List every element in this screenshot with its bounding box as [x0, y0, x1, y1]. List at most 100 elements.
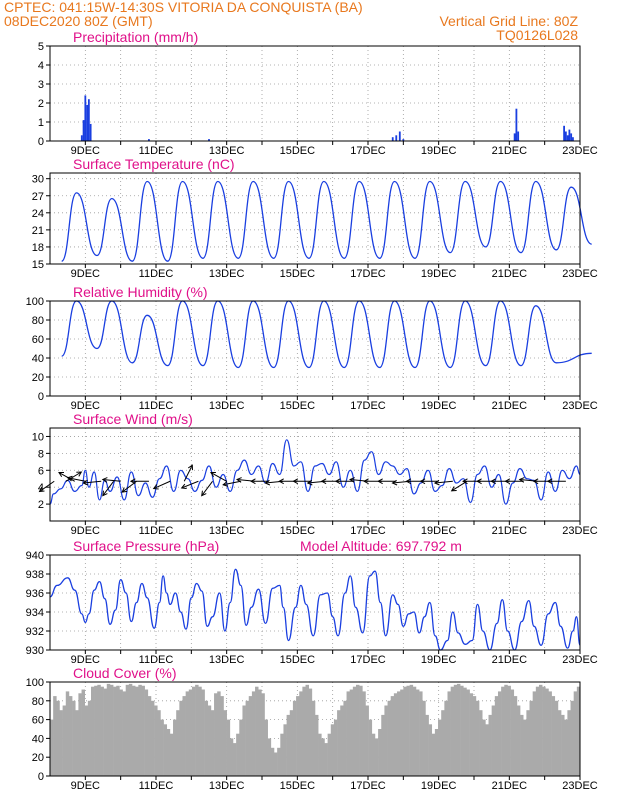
y-tick-label: 60 — [32, 715, 44, 727]
cloud-bar — [248, 696, 253, 776]
cloud-bar — [406, 685, 410, 776]
wind-arrow-shaft — [183, 464, 193, 482]
wind-arrow-shaft — [223, 480, 241, 486]
wind-arrow-head — [450, 486, 457, 492]
y-tick-label: 8 — [38, 448, 44, 460]
wind-arrow-head — [363, 478, 369, 485]
cloud-bar — [491, 705, 496, 776]
x-tick-label: 23DEC — [562, 268, 598, 280]
wind-vector — [101, 477, 121, 483]
cloud-bar — [185, 691, 190, 776]
panel-title: Cloud Cover (%) — [73, 665, 176, 681]
x-tick-label: 17DEC — [350, 145, 386, 157]
cloud-bar — [226, 719, 231, 776]
cloud-bar — [488, 714, 492, 776]
wind-arrow-head — [201, 490, 207, 497]
panel-frame — [49, 45, 581, 142]
precip-bar — [395, 135, 398, 141]
cloud-bar — [507, 685, 511, 776]
wind-arrow-head — [187, 464, 193, 471]
cloud-bar — [333, 719, 338, 776]
x-tick-label: 19DEC — [421, 145, 457, 157]
wind-vector — [201, 480, 213, 497]
precip-bar — [82, 120, 85, 141]
cloud-bar — [315, 714, 319, 776]
x-tick-label: 11DEC — [139, 400, 174, 412]
cloud-bar — [78, 693, 82, 776]
cloud-bar — [75, 710, 79, 776]
x-tick-label: 15DEC — [280, 780, 316, 792]
x-tick-label: 13DEC — [209, 145, 245, 157]
x-tick-label: 17DEC — [350, 780, 386, 792]
cloud-bar — [485, 724, 489, 776]
cloud-bar — [311, 700, 316, 776]
y-tick-label: 40 — [32, 353, 44, 365]
cloud-bar — [125, 684, 130, 776]
cloud-bar — [296, 696, 300, 776]
cloud-bar — [438, 719, 442, 776]
x-tick-label: 17DEC — [350, 400, 386, 412]
cloud-bar — [557, 710, 562, 776]
cloud-bar — [415, 689, 420, 776]
wind-vector — [419, 478, 439, 485]
wind-arrow-head — [264, 479, 271, 486]
wind-arrow-head — [292, 478, 299, 485]
cloud-bar — [422, 700, 426, 776]
cloud-bar — [169, 733, 174, 776]
wind-arrow-head — [377, 478, 383, 485]
y-tick-label: 24 — [32, 208, 44, 220]
wind-arrow-head — [66, 475, 73, 482]
x-tick-label: 15DEC — [280, 268, 316, 280]
cloud-bar — [81, 689, 86, 776]
cloud-bar — [554, 700, 559, 776]
cloud-bar — [472, 696, 477, 776]
cloud-bar — [273, 752, 278, 776]
x-tick-label: 23DEC — [562, 145, 598, 157]
y-tick-label: 15 — [32, 259, 44, 271]
wind-vector — [58, 472, 75, 482]
wind-arrow-head — [504, 478, 511, 485]
precip-bar — [570, 133, 573, 141]
cloud-bar — [362, 691, 366, 776]
wind-vector — [433, 479, 453, 486]
wind-arrow-head — [490, 478, 496, 485]
panel-5 — [46, 681, 581, 780]
wind-arrow-head — [180, 483, 187, 490]
cloud-bar — [299, 691, 303, 776]
cloud-bar — [132, 685, 136, 776]
cloud-bar — [321, 738, 325, 776]
cloud-bar — [289, 710, 294, 776]
cloud-bar — [135, 686, 139, 776]
x-tick-label: 17DEC — [350, 525, 386, 537]
cloud-bar — [393, 693, 398, 776]
cloud-bar — [340, 705, 344, 776]
cloud-bar — [564, 719, 568, 776]
cloud-bar — [176, 710, 180, 776]
cloud-bar — [150, 700, 155, 776]
wind-vector — [38, 480, 55, 493]
wind-arrow-shaft — [58, 472, 75, 482]
x-tick-label: 9DEC — [71, 780, 100, 792]
cloud-bar — [538, 684, 543, 776]
x-tick-label: 17DEC — [350, 268, 386, 280]
panel-title: Surface Pressure (hPa) — [73, 538, 219, 554]
panel-title: Relative Humidity (%) — [73, 284, 208, 300]
cloud-bar — [283, 724, 287, 776]
cloud-bar — [346, 691, 351, 776]
panel-0 — [46, 45, 581, 145]
cloud-bar — [62, 705, 67, 776]
wind-vector — [377, 478, 397, 485]
cloud-bar — [204, 700, 209, 776]
cloud-bar — [50, 719, 54, 776]
cloud-bar — [106, 683, 111, 776]
cloud-bar — [292, 700, 297, 776]
cloud-bar — [166, 729, 171, 776]
cloud-bar — [397, 691, 401, 776]
x-tick-label: 23DEC — [562, 654, 598, 666]
wind-arrow-head — [433, 479, 440, 486]
cloud-bar — [330, 724, 335, 776]
precip-bar — [402, 139, 405, 141]
cloud-bar — [242, 705, 246, 776]
cloud-bar — [191, 686, 196, 776]
cloud-bar — [72, 700, 76, 776]
